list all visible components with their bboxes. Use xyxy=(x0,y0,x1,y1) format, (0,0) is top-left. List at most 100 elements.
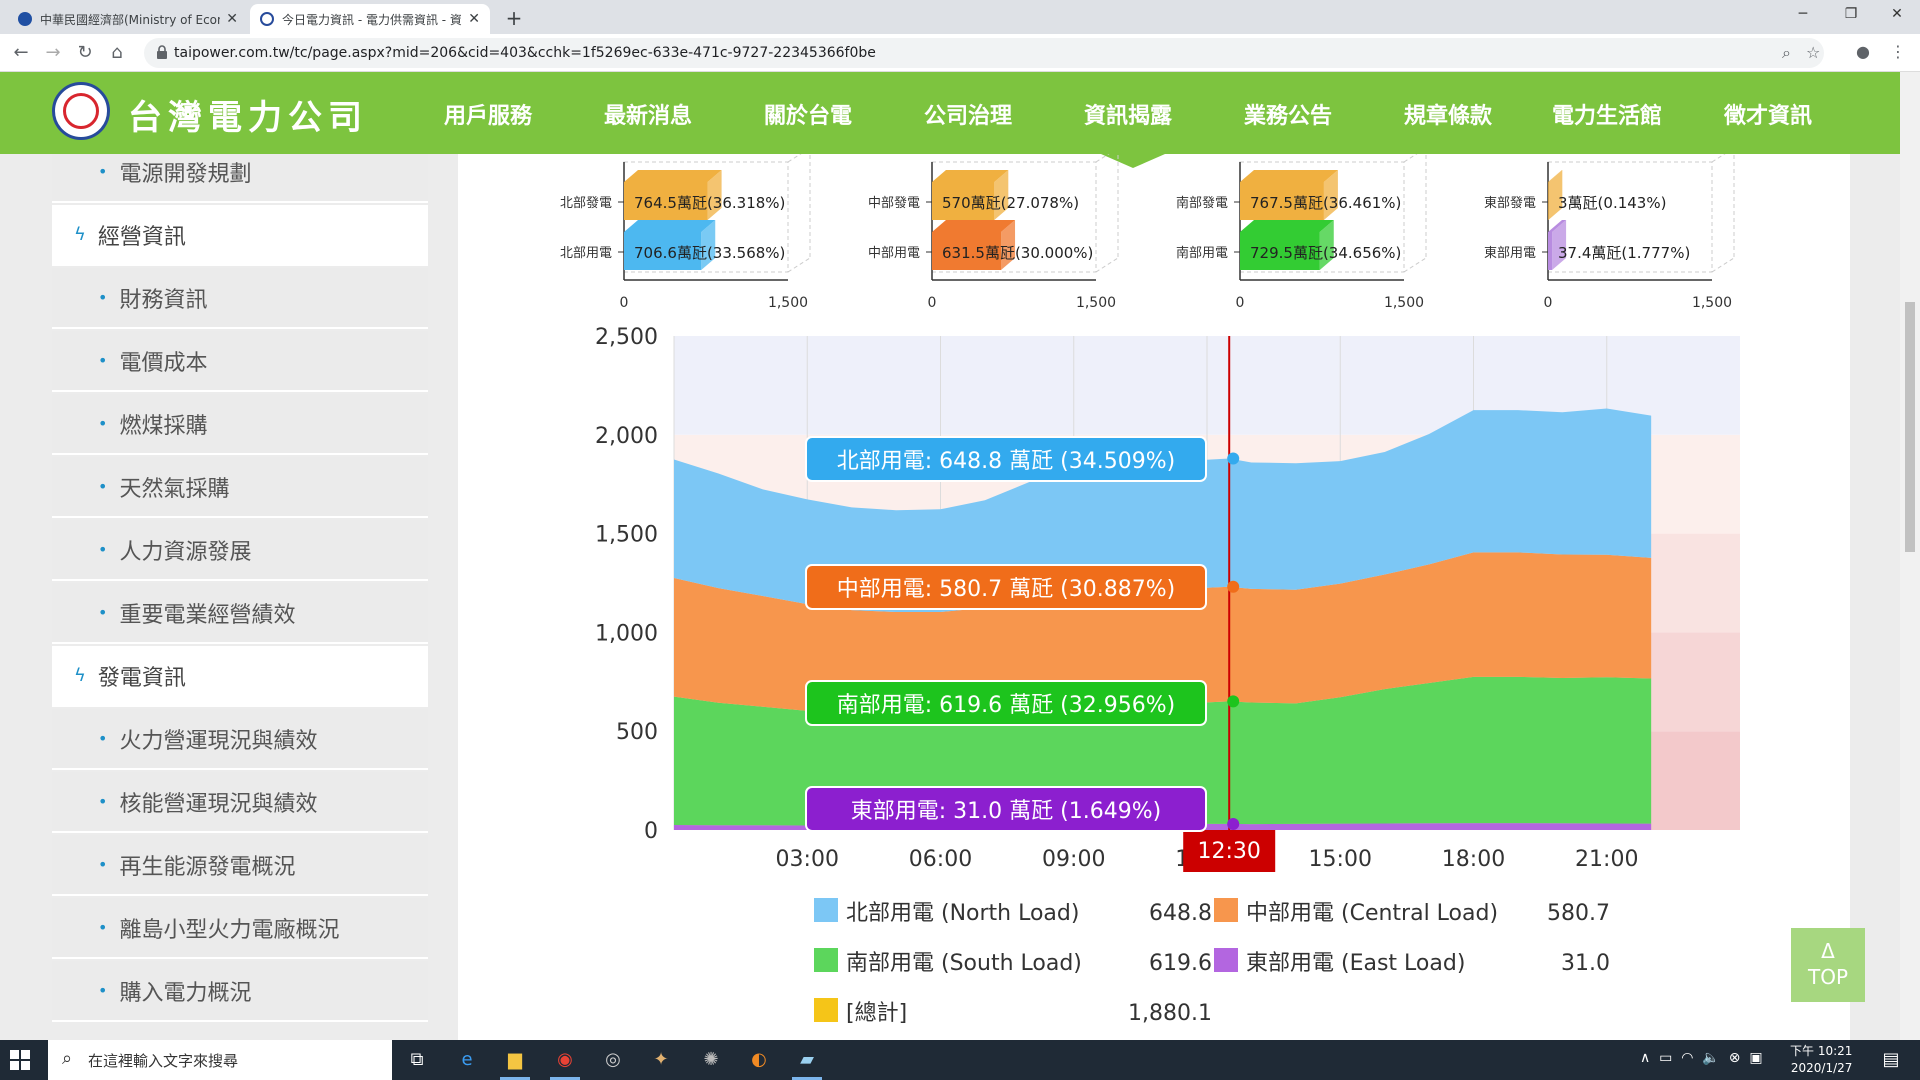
bar-3d-side xyxy=(1001,220,1016,270)
brand-name[interactable]: 台灣電力公司 xyxy=(128,98,368,138)
tooltip-box-central xyxy=(805,564,1207,610)
sidebar-group[interactable]: ϟ 經營資訊 xyxy=(52,205,428,266)
bar-axis-tick-label: 1,500 xyxy=(1692,295,1732,311)
sidebar-group[interactable]: ϟ 發電資訊 xyxy=(52,646,428,707)
reload-icon[interactable]: ↻ xyxy=(77,42,93,63)
sidebar-item[interactable]: 天然氣採購 xyxy=(52,457,428,518)
back-to-top-button[interactable]: Δ TOP xyxy=(1791,928,1865,1002)
y-tick-label: 0 xyxy=(644,819,658,844)
bar-3d-side xyxy=(1319,220,1334,270)
nav-item[interactable]: 用戶服務 xyxy=(444,104,533,129)
bar-axis-tick-label: 1,500 xyxy=(768,295,808,311)
nav-item[interactable]: 規章條款 xyxy=(1404,104,1493,129)
sidebar-item[interactable]: 再生能源發電概況 xyxy=(52,835,428,896)
taipower-logo[interactable] xyxy=(52,82,110,140)
bar-axis-tick-label: 0 xyxy=(620,295,629,311)
file-explorer-icon[interactable]: ▆ xyxy=(500,1046,530,1080)
sidebar-item[interactable]: 電價成本 xyxy=(52,331,428,392)
edge-icon[interactable]: e xyxy=(461,1049,473,1070)
x-tick-label: 06:00 xyxy=(909,847,972,872)
sidebar-item[interactable]: 火力營運現況與績效 xyxy=(52,709,428,770)
taskbar-search-placeholder: 在這裡輸入文字來搜尋 xyxy=(88,1052,239,1070)
scrollbar-thumb[interactable] xyxy=(1905,302,1915,552)
app-icon[interactable]: ◎ xyxy=(605,1049,621,1070)
y-tick-label: 1,500 xyxy=(595,523,658,548)
x-tick-label: 18:00 xyxy=(1442,847,1505,872)
sidebar-item[interactable]: 購入電力概況 xyxy=(52,961,428,1022)
y-tick-label: 2,000 xyxy=(595,424,658,449)
sidebar-item[interactable]: 電源開發規劃 xyxy=(52,154,428,203)
minimize-icon[interactable]: ─ xyxy=(1798,6,1808,22)
close-window-icon[interactable]: ✕ xyxy=(1891,6,1903,22)
bar-data-label: 706.6萬瓩(33.568%) xyxy=(634,244,785,262)
cursor-point-east xyxy=(1227,818,1240,830)
y-tick-label: 500 xyxy=(616,720,658,745)
menu-kebab-icon[interactable]: ⋮ xyxy=(1890,42,1906,61)
nav-item[interactable]: 關於台電 xyxy=(764,104,853,129)
nav-item[interactable]: 徵才資訊 xyxy=(1724,104,1813,129)
back-icon[interactable]: ← xyxy=(13,42,29,63)
windows-start-icon[interactable] xyxy=(10,1050,30,1070)
sidebar-item[interactable]: 財務資訊 xyxy=(52,268,428,329)
close-tab-icon[interactable]: ✕ xyxy=(226,11,238,27)
legend-swatch-east xyxy=(1214,948,1238,972)
y-tick-label: 1,000 xyxy=(595,621,658,646)
forward-icon[interactable]: → xyxy=(45,42,61,63)
nav-item[interactable]: 電力生活館 xyxy=(1552,104,1663,129)
app-icon[interactable]: ▰ xyxy=(792,1046,822,1080)
sidebar-item[interactable]: 核能營運現況與績效 xyxy=(52,772,428,833)
profile-icon[interactable]: ● xyxy=(1856,42,1870,61)
bar-plot-frame-edge xyxy=(1711,154,1726,163)
app-icon[interactable]: ✺ xyxy=(703,1049,719,1070)
sidebar-item-label: 購入電力概況 xyxy=(119,980,252,1006)
up-arrow-icon: Δ xyxy=(1821,939,1835,963)
sidebar-item-label: 核能營運現況與績效 xyxy=(119,791,318,817)
task-view-icon[interactable]: ⧉ xyxy=(410,1049,424,1070)
sidebar-item-label: 天然氣採購 xyxy=(119,476,230,502)
system-tray[interactable]: ∧ ▭ ◠ 🔈 ⊗ ▣ xyxy=(1640,1050,1763,1066)
taskbar-search-box[interactable]: ⌕ 在這裡輸入文字來搜尋 xyxy=(48,1040,392,1080)
bar-3d-top xyxy=(1240,220,1334,232)
home-icon[interactable]: ⌂ xyxy=(111,42,123,63)
address-bar[interactable]: taipower.com.tw/tc/page.aspx?mid=206&cid… xyxy=(144,38,1824,68)
bar-plot-frame-edge xyxy=(1711,257,1735,273)
new-tab-button[interactable]: + xyxy=(505,6,523,30)
browser-toolbar: ← → ↻ ⌂ taipower.com.tw/tc/page.aspx?mid… xyxy=(0,34,1920,72)
sidebar-item[interactable]: 離島小型火力電廠概況 xyxy=(52,898,428,959)
zoom-icon[interactable]: ⌕ xyxy=(1782,43,1791,62)
restore-icon[interactable]: ❐ xyxy=(1844,6,1858,22)
bookmark-star-icon[interactable]: ☆ xyxy=(1806,43,1821,62)
legend-label: 中部用電 (Central Load) xyxy=(1246,901,1498,926)
taskbar-clock[interactable]: 下午 10:21 2020/1/27 xyxy=(1790,1043,1852,1077)
nav-item-active[interactable]: 資訊揭露 xyxy=(1084,104,1173,129)
chrome-icon[interactable]: ◉ xyxy=(550,1046,580,1080)
clock-date: 2020/1/27 xyxy=(1790,1061,1853,1075)
tooltip-text-north: 北部用電: 648.8 萬瓩 (34.509%) xyxy=(837,449,1175,474)
sidebar-item-label: 電源開發規劃 xyxy=(119,161,252,187)
sidebar-item[interactable]: 人力資源發展 xyxy=(52,520,428,581)
browser-tab[interactable]: 中華民國經濟部(Ministry of Econ ✕ xyxy=(8,4,248,34)
notification-icon[interactable]: ▤ xyxy=(1882,1049,1900,1070)
tooltip-text-central: 中部用電: 580.7 萬瓩 (30.887%) xyxy=(837,577,1175,602)
bar-category-label: 北部發電 xyxy=(560,196,612,211)
bar-category-label: 南部發電 xyxy=(1176,195,1228,211)
close-tab-icon[interactable]: ✕ xyxy=(468,11,480,27)
active-nav-pointer xyxy=(1101,154,1165,168)
nav-item[interactable]: 業務公告 xyxy=(1244,104,1333,129)
nav-item[interactable]: 公司治理 xyxy=(924,104,1013,129)
browser-tab-active[interactable]: 今日電力資訊 - 電力供需資訊 - 資 ✕ xyxy=(250,4,490,34)
y-tick-label: 2,500 xyxy=(595,325,658,350)
bar-category-label: 中部用電 xyxy=(868,246,920,261)
bar-axis-tick-label: 1,500 xyxy=(1076,295,1116,311)
bar-category-label: 東部發電 xyxy=(1484,195,1536,211)
page-scrollbar[interactable] xyxy=(1900,72,1920,1040)
bar-plot-frame-edge xyxy=(1095,257,1119,273)
site-header: 台灣電力公司 用戶服務 最新消息 關於台電 公司治理 資訊揭露 業務公告 規章條… xyxy=(0,72,1920,154)
nav-item[interactable]: 最新消息 xyxy=(604,104,693,129)
blender-icon[interactable]: ◐ xyxy=(751,1049,767,1070)
sidebar-item[interactable]: 燃煤採購 xyxy=(52,394,428,455)
taipower-favicon-icon xyxy=(260,12,274,26)
app-icon[interactable]: ✦ xyxy=(653,1049,669,1070)
sidebar-item[interactable]: 重要電業經營績效 xyxy=(52,583,428,644)
bar-data-label: 3萬瓩(0.143%) xyxy=(1558,194,1666,212)
